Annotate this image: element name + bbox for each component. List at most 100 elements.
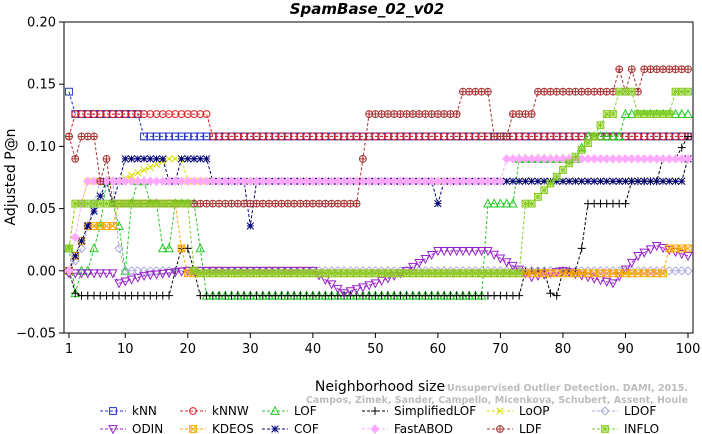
legend: kNN kNNW LOF SimplifiedLOF LoOP LDOF ODIN KDEOS… bbox=[100, 404, 659, 434]
point-fastabod bbox=[158, 176, 168, 186]
series-ldof bbox=[64, 176, 693, 278]
point-fastabod bbox=[364, 176, 374, 186]
point-inflo bbox=[540, 186, 549, 195]
point-fastabod bbox=[470, 176, 481, 186]
point-knnw bbox=[83, 110, 92, 118]
point-knnw bbox=[140, 110, 148, 118]
point-cof bbox=[84, 222, 92, 230]
point-knnw bbox=[634, 132, 642, 141]
series-line-kdeos bbox=[68, 203, 688, 274]
point-fastabod bbox=[176, 176, 187, 186]
point-lof bbox=[683, 108, 693, 118]
point-odin bbox=[132, 273, 143, 283]
point-ldof bbox=[151, 266, 162, 276]
point-fastabod bbox=[658, 154, 668, 164]
point-odin bbox=[351, 285, 362, 295]
point-cof bbox=[121, 155, 130, 163]
point-ldf bbox=[484, 87, 492, 96]
point-cof bbox=[90, 207, 98, 215]
point-kdeos bbox=[665, 244, 674, 253]
point-fastabod bbox=[126, 176, 137, 186]
point-fastabod bbox=[370, 176, 381, 186]
point-cof bbox=[634, 177, 642, 185]
point-cof bbox=[584, 177, 592, 185]
point-knnw bbox=[315, 132, 324, 141]
x-tick-label: 40 bbox=[305, 342, 322, 357]
point-odin bbox=[633, 251, 643, 262]
point-knnw bbox=[71, 110, 80, 118]
point-cof bbox=[434, 199, 442, 208]
point-cof bbox=[146, 155, 155, 163]
point-knnw bbox=[665, 132, 674, 141]
point-fastabod bbox=[526, 154, 537, 164]
point-cof bbox=[515, 177, 523, 185]
point-fastabod bbox=[458, 176, 468, 186]
point-knnw bbox=[115, 110, 123, 118]
point-lof bbox=[195, 243, 206, 253]
point-odin bbox=[533, 271, 543, 282]
point-odin bbox=[376, 276, 387, 287]
legend-label: kNNW bbox=[212, 404, 249, 418]
x-tick-label: 20 bbox=[180, 342, 197, 357]
point-ldf bbox=[83, 132, 92, 141]
point-fastabod bbox=[558, 154, 568, 164]
point-fastabod bbox=[289, 176, 299, 186]
point-fastabod bbox=[645, 154, 656, 164]
point-inflo bbox=[609, 110, 617, 118]
point-knnw bbox=[133, 110, 142, 118]
point-ldf bbox=[71, 154, 80, 163]
point-fastabod bbox=[670, 154, 681, 164]
point-fastabod bbox=[608, 154, 618, 164]
legend-marker-knn bbox=[109, 407, 117, 415]
point-lof bbox=[501, 198, 512, 208]
point-lof bbox=[620, 108, 631, 118]
point-fastabod bbox=[164, 176, 174, 186]
point-knnw bbox=[283, 132, 292, 141]
point-fastabod bbox=[426, 176, 437, 186]
point-inflo bbox=[515, 269, 524, 278]
point-knnw bbox=[383, 132, 392, 141]
point-lof bbox=[164, 243, 174, 253]
point-fastabod bbox=[233, 176, 243, 186]
point-odin bbox=[464, 246, 474, 257]
point-cof bbox=[615, 177, 623, 185]
point-fastabod bbox=[476, 176, 487, 186]
legend-label: ODIN bbox=[132, 422, 163, 434]
point-fastabod bbox=[533, 154, 543, 164]
point-cof bbox=[134, 155, 142, 163]
point-fastabod bbox=[64, 266, 74, 276]
point-knnw bbox=[90, 110, 98, 118]
point-odin bbox=[95, 269, 106, 279]
point-knnw bbox=[252, 132, 261, 141]
point-ldf bbox=[102, 154, 111, 163]
legend-marker-lof bbox=[270, 405, 280, 415]
legend-marker-simplifiedlof bbox=[371, 407, 379, 415]
point-cof bbox=[521, 177, 530, 185]
point-loop bbox=[171, 155, 180, 163]
point-kdeos bbox=[96, 222, 105, 230]
point-kdeos bbox=[102, 222, 111, 230]
point-loop bbox=[140, 166, 148, 174]
point-fastabod bbox=[195, 176, 206, 186]
point-fastabod bbox=[245, 176, 256, 186]
legend-marker-ldf bbox=[496, 425, 504, 433]
point-kdeos bbox=[584, 269, 592, 278]
legend-item-loop: LoOP bbox=[487, 404, 550, 418]
point-fastabod bbox=[495, 176, 506, 186]
point-fastabod bbox=[389, 176, 399, 186]
point-cof bbox=[602, 177, 611, 185]
point-kdeos bbox=[546, 269, 555, 278]
point-knn bbox=[177, 132, 186, 141]
point-knnw bbox=[446, 132, 455, 141]
point-inflo bbox=[684, 87, 692, 96]
point-fastabod bbox=[539, 154, 549, 164]
point-knn bbox=[146, 132, 155, 141]
point-knnw bbox=[421, 132, 430, 141]
point-loop bbox=[134, 169, 142, 177]
point-knnw bbox=[327, 132, 336, 141]
point-knnw bbox=[408, 132, 417, 141]
legend-item-knn: kNN bbox=[100, 404, 157, 418]
point-knn bbox=[165, 132, 173, 141]
point-ldf bbox=[96, 177, 105, 186]
point-fastabod bbox=[589, 154, 599, 164]
